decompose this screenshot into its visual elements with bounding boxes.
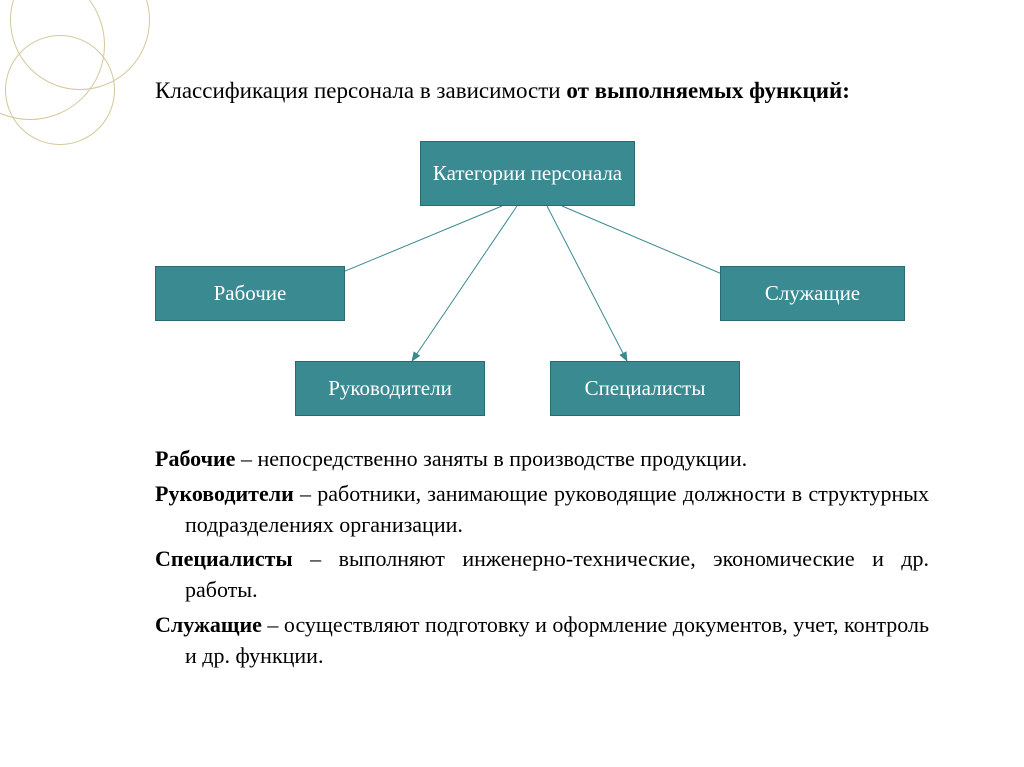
definition-term: Служащие — [155, 612, 262, 637]
diagram-node-root: Категории персонала — [420, 141, 635, 206]
diagram: Категории персонала Рабочие Руководители Сп… — [155, 136, 929, 426]
definitions-list: Рабочие – непосредственно заняты в произ… — [155, 444, 929, 672]
definition-term: Специалисты — [155, 546, 293, 571]
diagram-node-n4: Служащие — [720, 266, 905, 321]
definition-item: Рабочие – непосредственно заняты в произ… — [155, 444, 929, 475]
diagram-node-n1: Рабочие — [155, 266, 345, 321]
page-title: Классификация персонала в зависимости от… — [155, 75, 929, 106]
definition-text: – работники, занимающие руководящие долж… — [185, 481, 929, 537]
definition-text: – осуществляют подготовку и оформление д… — [185, 612, 929, 668]
definition-term: Рабочие — [155, 446, 235, 471]
slide-content: Классификация персонала в зависимости от… — [0, 0, 1024, 767]
diagram-node-n3: Специалисты — [550, 361, 740, 416]
definition-item: Специалисты – выполняют инженерно-технич… — [155, 544, 929, 606]
diagram-node-n2: Руководители — [295, 361, 485, 416]
definition-text: – выполняют инженерно-технические, эконо… — [185, 546, 929, 602]
definition-term: Руководители — [155, 481, 294, 506]
title-bold: от выполняемых функций: — [566, 78, 850, 103]
diagram-edge — [412, 206, 517, 361]
definition-text: – непосредственно заняты в производстве … — [235, 446, 747, 471]
definition-item: Служащие – осуществляют подготовку и офо… — [155, 610, 929, 672]
definition-item: Руководители – работники, занимающие рук… — [155, 479, 929, 541]
diagram-edge — [547, 206, 627, 361]
title-prefix: Классификация персонала в зависимости — [155, 78, 566, 103]
